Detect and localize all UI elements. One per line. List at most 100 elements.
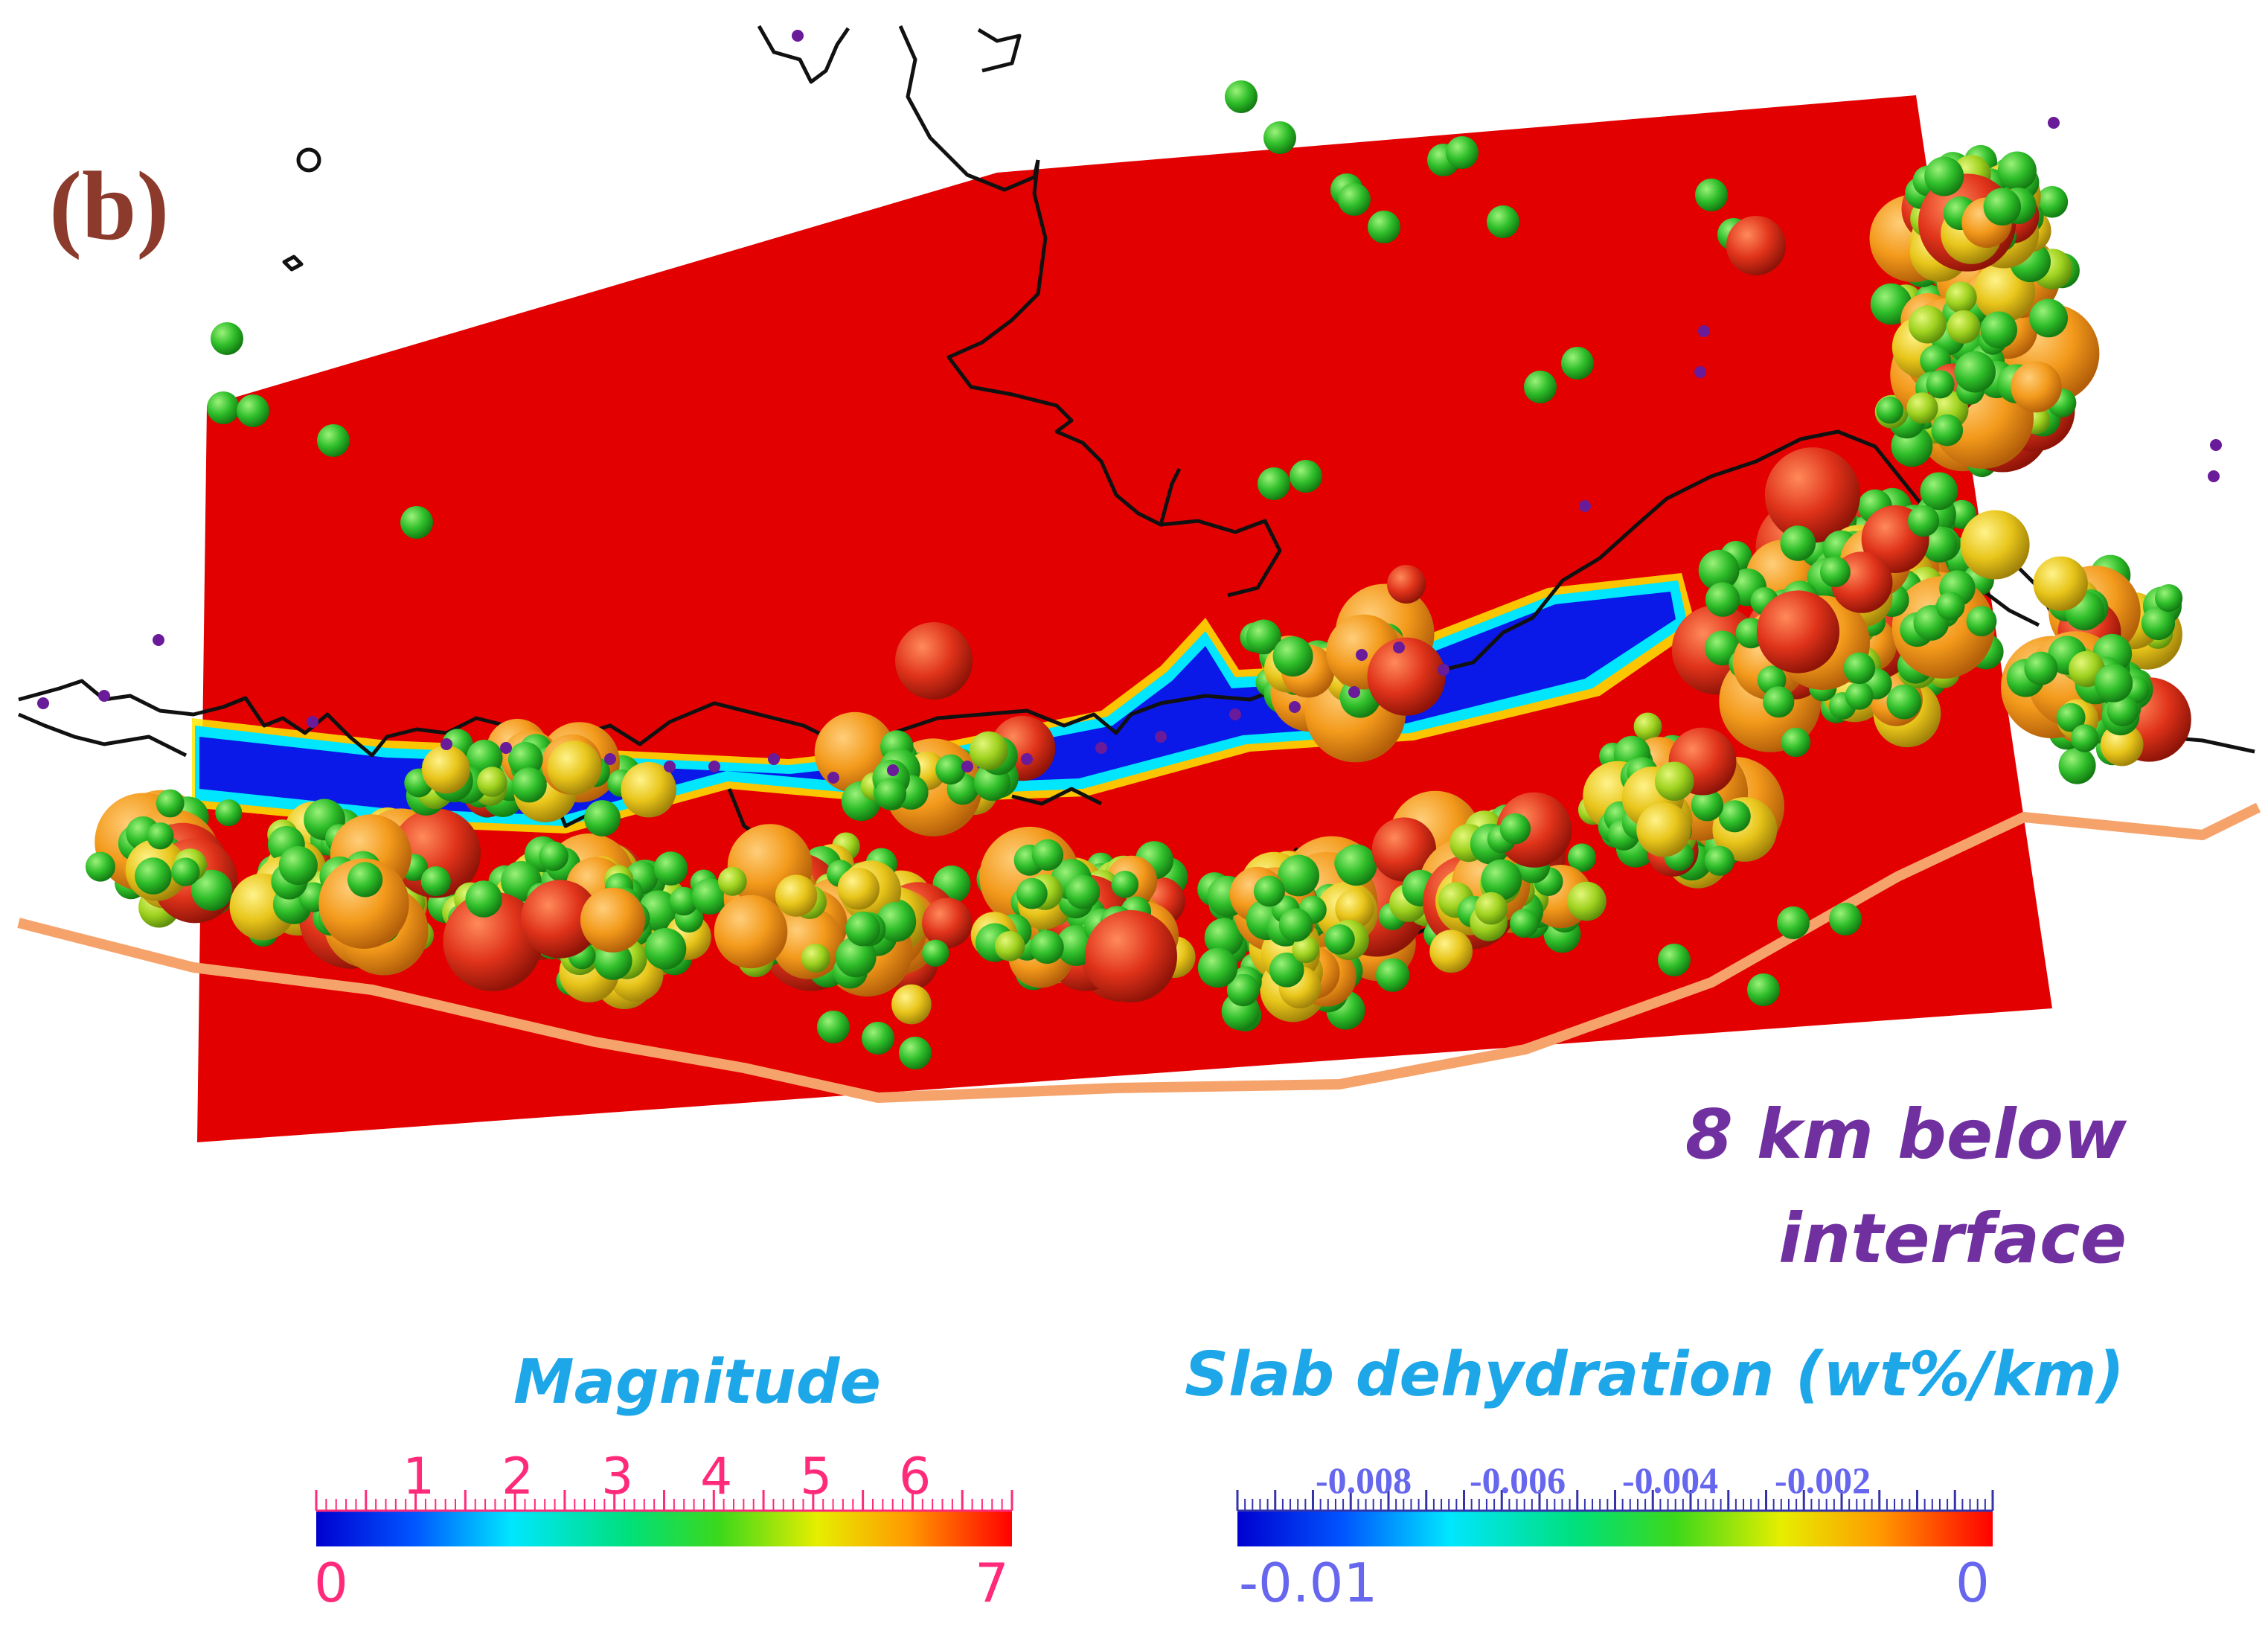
earthquake-sphere (1225, 80, 1258, 113)
magnitude-tick-label: 1 (403, 1447, 435, 1506)
event-point (2208, 470, 2220, 482)
earthquake-sphere (215, 799, 243, 827)
earthquake-sphere (1567, 843, 1597, 872)
earthquake-sphere (594, 941, 632, 980)
earthquake-sphere (2107, 694, 2139, 727)
earthquake-sphere (547, 740, 602, 795)
earthquake-sphere (420, 866, 451, 897)
earthquake-sphere (1066, 874, 1101, 909)
event-point (307, 716, 318, 728)
magnitude-max-label: 7 (975, 1552, 1009, 1614)
earthquake-sphere (1272, 636, 1313, 677)
earthquake-sphere (1269, 953, 1304, 988)
earthquake-sphere (135, 857, 172, 895)
earthquake-sphere (1636, 802, 1691, 857)
event-point (827, 772, 839, 784)
event-point (98, 690, 110, 702)
earthquake-sphere (237, 394, 269, 427)
earthquake-sphere (2024, 651, 2058, 685)
earthquake-sphere (1966, 606, 1997, 636)
earthquake-sphere (511, 767, 547, 803)
earthquake-sphere (1111, 871, 1139, 898)
earthquake-sphere (1705, 582, 1740, 617)
earthquake-sphere (1718, 800, 1751, 833)
earthquake-sphere (1226, 973, 1260, 1007)
earthquake-sphere (714, 895, 788, 969)
earthquake-sphere (1387, 565, 1426, 604)
magnitude-tick-marks (315, 1490, 1013, 1511)
earthquake-sphere (156, 789, 185, 818)
earthquake-sphere (1085, 910, 1177, 1002)
earthquake-sphere (1954, 351, 1996, 393)
event-point (1356, 649, 1368, 661)
earthquake-sphere (1197, 947, 1238, 988)
earthquake-sphere (1368, 211, 1400, 243)
event-point (1095, 742, 1107, 754)
earthquake-sphere (443, 892, 542, 991)
earthquake-sphere (1031, 839, 1064, 871)
earthquake-sphere (669, 886, 699, 916)
dehydration-colorbar-title: Slab dehydration (wt%/km) (1185, 1340, 2124, 1410)
dehydration-tick-label: -0.004 (1622, 1459, 1719, 1501)
earthquake-sphere (85, 851, 115, 882)
earthquake-sphere (508, 742, 543, 777)
earthquake-sphere (2058, 746, 2096, 784)
event-point (887, 764, 899, 776)
earthquake-sphere (207, 391, 240, 424)
earthquake-sphere (653, 851, 688, 886)
earthquake-sphere (2070, 724, 2099, 752)
earthquake-sphere (1781, 727, 1811, 758)
earthquake-sphere (1886, 684, 1922, 720)
event-point (708, 761, 720, 772)
magnitude-colorbar-title: Magnitude (513, 1347, 882, 1418)
earthquake-sphere (1481, 859, 1522, 900)
earthquake-sphere (400, 506, 433, 539)
earthquake-sphere (621, 761, 676, 818)
earthquake-sphere (1764, 447, 1860, 543)
earthquake-sphere (147, 822, 174, 850)
earthquake-sphere (845, 911, 880, 947)
earthquake-sphere (1338, 183, 1371, 216)
earthquake-sphere (1845, 682, 1874, 710)
dehydration-min-label: -0.01 (1239, 1552, 1378, 1614)
earthquake-sphere (1983, 188, 2021, 225)
magnitude-tick-label: 2 (502, 1447, 534, 1506)
earthquake-sphere (2141, 606, 2176, 641)
earthquake-sphere (1278, 908, 1313, 942)
earthquake-sphere (801, 944, 830, 973)
earthquake-sphere (171, 857, 200, 886)
event-point (500, 742, 512, 754)
earthquake-sphere (1561, 347, 1594, 380)
earthquake-sphere (1924, 156, 1964, 196)
dehydration-colorbar (1236, 1490, 1994, 1546)
depth-annotation-line1: 8 km below (1685, 1095, 2127, 1174)
earthquake-sphere (2056, 703, 2086, 732)
earthquake-sphere (1926, 370, 1955, 399)
earthquake-sphere (1747, 973, 1780, 1006)
earthquake-sphere (1876, 396, 1903, 424)
event-point (1694, 366, 1706, 378)
earthquake-sphere (899, 1037, 932, 1069)
earthquake-sphere (1475, 892, 1508, 925)
earthquake-sphere (1016, 877, 1048, 909)
magnitude-tick-label: 6 (899, 1447, 932, 1506)
earthquake-sphere (422, 745, 470, 794)
earthquake-sphere (1204, 918, 1243, 957)
earthquake-sphere (1446, 136, 1479, 169)
earthquake-sphere (1829, 903, 1862, 935)
earthquake-sphere (1945, 281, 1977, 313)
earthquake-sphere (1278, 854, 1319, 897)
earthquake-sphere (278, 845, 318, 886)
magnitude-colorbar-gradient (316, 1511, 1012, 1546)
depth-annotation: 8 km below interface (1685, 1083, 2127, 1291)
earthquake-sphere (2036, 185, 2069, 218)
earthquake-sphere (1253, 875, 1285, 907)
event-point (1289, 701, 1301, 713)
earthquake-sphere (1947, 310, 1981, 344)
magnitude-tick-label: 5 (800, 1447, 833, 1506)
earthquake-sphere (521, 880, 600, 959)
earthquake-sphere (1655, 761, 1694, 801)
event-point (37, 697, 49, 709)
earthquake-sphere (836, 936, 877, 978)
event-points (37, 30, 2222, 784)
